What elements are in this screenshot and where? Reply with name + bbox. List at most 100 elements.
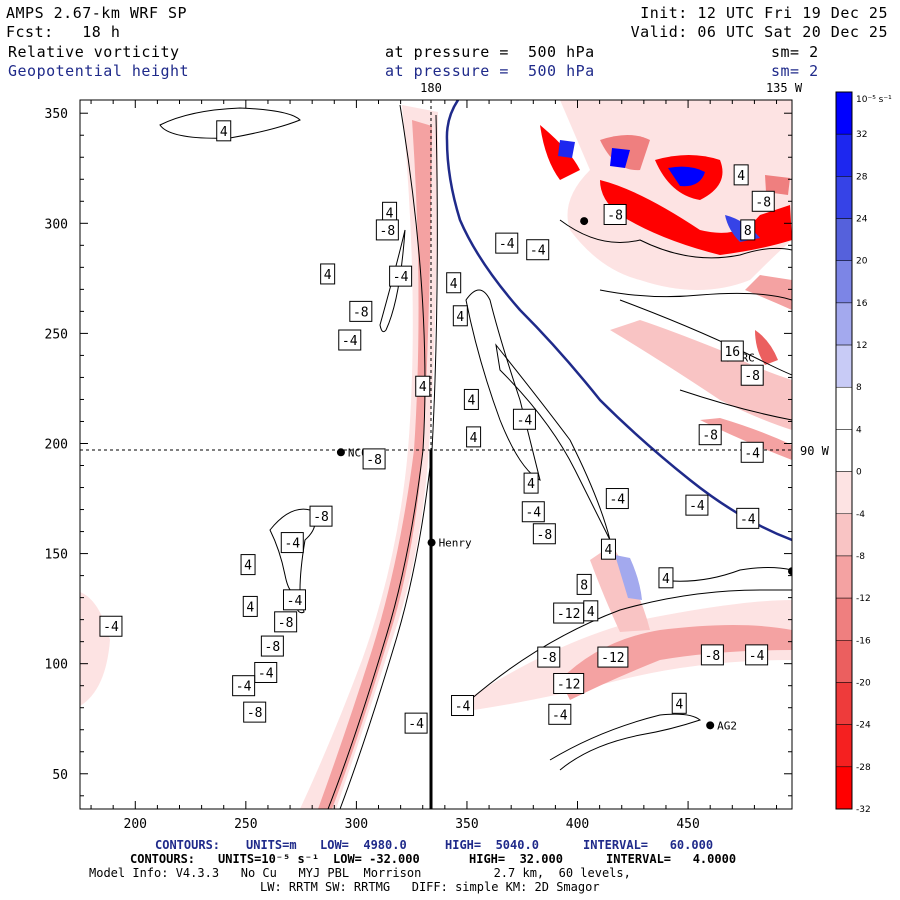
footer-vort-high: HIGH= 32.000 xyxy=(469,852,563,866)
contour-label-box xyxy=(740,364,764,386)
init-time: Init: 12 UTC Fri 19 Dec 25 xyxy=(640,4,888,22)
contour-label: 8 xyxy=(580,578,588,593)
contour-label-box xyxy=(451,695,475,717)
contour-label-box xyxy=(523,472,539,494)
contour-label: -4 xyxy=(455,700,471,715)
contour-label-box xyxy=(671,692,687,714)
x-tick-label: 350 xyxy=(455,817,478,832)
colorbar-label: 16 xyxy=(856,299,868,309)
contour-label: -12 xyxy=(557,607,580,622)
contour-label: 4 xyxy=(675,697,683,712)
field2-smoothing: sm= 2 xyxy=(771,62,819,80)
contour-label-box xyxy=(260,635,284,657)
colorbar-label: -28 xyxy=(856,763,871,773)
contour-label-box xyxy=(733,164,749,186)
footer-model-info: Model Info: V4.3.3 No Cu MYJ PBL Morriso… xyxy=(89,866,631,880)
contour-label-box xyxy=(446,272,462,294)
colorbar-swatch xyxy=(835,260,853,304)
contour-label: -4 xyxy=(236,680,252,695)
contour-label-box xyxy=(404,712,428,734)
contour-label-box xyxy=(309,505,333,527)
meridian-135w-label: 135 W xyxy=(766,81,803,95)
contour-label: -8 xyxy=(755,195,771,210)
contour-label: -4 xyxy=(740,512,756,527)
footer-vort-contours: CONTOURS: xyxy=(130,852,196,866)
contour-label: -8 xyxy=(380,224,396,239)
contour-label-box xyxy=(658,567,674,589)
contour-label-box xyxy=(495,232,519,254)
contour-label-box xyxy=(463,388,479,410)
contour-label-box xyxy=(751,190,775,212)
contour-label-box xyxy=(600,538,616,560)
x-tick-label: 200 xyxy=(124,817,147,832)
contour-label: -8 xyxy=(744,369,760,384)
contour-label: 4 xyxy=(244,559,252,574)
y-tick-label: 250 xyxy=(45,327,68,342)
colorbar-swatch xyxy=(835,344,853,388)
x-tick-label: 300 xyxy=(345,817,368,832)
contour-label: 4 xyxy=(527,477,535,492)
contour-label: -4 xyxy=(408,717,424,732)
footer-vort-interval: INTERVAL= 4.0000 xyxy=(606,852,737,866)
contour-label: -4 xyxy=(517,413,533,428)
colorbar-swatch xyxy=(835,597,853,641)
footer-height-high: HIGH= 5040.0 xyxy=(445,838,539,852)
contour-label-box xyxy=(254,661,278,683)
station-marker xyxy=(706,721,715,730)
field2-pressure: at pressure = 500 hPa xyxy=(385,62,595,80)
contour-label-box xyxy=(243,701,267,723)
field2-name: Geopotential height xyxy=(8,62,190,80)
contour-label-box xyxy=(603,203,627,225)
contour-label-box xyxy=(597,646,629,668)
contour-label-box xyxy=(736,507,760,529)
contour-label: -8 xyxy=(607,208,623,223)
contour-label: -4 xyxy=(609,493,625,508)
contour-label-box xyxy=(274,611,298,633)
contour-label-box xyxy=(605,488,629,510)
colorbar-swatch xyxy=(835,133,853,177)
contour-label-box xyxy=(576,573,592,595)
geopotential-height-contour xyxy=(445,100,792,542)
contour-label: -8 xyxy=(366,453,382,468)
meridian-90w-label: 90 W xyxy=(800,444,830,458)
contour-label-box xyxy=(698,424,722,446)
contour-label: -4 xyxy=(530,244,546,259)
contour-label: 4 xyxy=(587,605,595,620)
footer-physics-info: LW: RRTM SW: RRTMG DIFF: simple KM: 2D S… xyxy=(260,880,600,894)
colorbar-label: -4 xyxy=(856,510,865,520)
valid-time: Valid: 06 UTC Sat 20 Dec 25 xyxy=(630,23,888,41)
contour-label: 4 xyxy=(386,206,394,221)
contour-label: -8 xyxy=(353,305,369,320)
contour-label-box xyxy=(280,532,304,554)
contour-label: -4 xyxy=(744,446,760,461)
contour-label: -8 xyxy=(265,640,281,655)
contour-label: -12 xyxy=(557,677,580,692)
contour-label-box xyxy=(521,501,545,523)
contour-label: -8 xyxy=(702,429,718,444)
contour-label: -4 xyxy=(258,666,274,681)
colorbar-swatch xyxy=(835,682,853,725)
colorbar-label: -16 xyxy=(856,636,871,646)
contour-label-box xyxy=(282,589,306,611)
footer-height-units: UNITS=m xyxy=(246,838,297,852)
contour-label: 4 xyxy=(246,600,254,615)
colorbar-label: -12 xyxy=(856,594,871,604)
plot-frame xyxy=(79,99,793,810)
contour-label: -4 xyxy=(525,506,541,521)
x-tick-label: 400 xyxy=(566,817,589,832)
contour-label-box xyxy=(415,375,431,397)
contour-label: -4 xyxy=(284,537,300,552)
contour-label: 4 xyxy=(470,431,478,446)
contour-label: 4 xyxy=(662,572,670,587)
x-tick-label: 450 xyxy=(676,817,699,832)
footer-height-contours: CONTOURS: xyxy=(155,838,221,852)
field1-pressure: at pressure = 500 hPa xyxy=(385,43,595,61)
footer-vort-units: UNITS=10⁻⁵ s⁻¹ xyxy=(218,852,320,866)
contour-label: -4 xyxy=(499,237,515,252)
contour-label: -4 xyxy=(689,499,705,514)
contour-label-box xyxy=(526,239,550,261)
contour-label-box xyxy=(512,408,536,430)
contour-label: -4 xyxy=(749,649,765,664)
footer-vort-low: LOW= -32.000 xyxy=(333,852,420,866)
